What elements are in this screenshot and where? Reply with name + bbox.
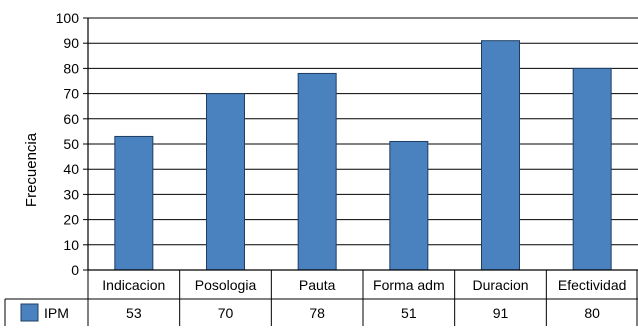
table-value-posologia: 70 (218, 305, 234, 321)
bar-posologia (206, 93, 245, 271)
category-label-forma-adm: Forma adm (373, 277, 445, 293)
legend-swatch (20, 303, 39, 322)
y-tick-label-30: 30 (63, 186, 79, 202)
y-tick-label-50: 50 (63, 136, 79, 152)
table-value-forma-adm: 51 (401, 305, 417, 321)
category-label-indicacion: Indicacion (102, 277, 165, 293)
y-tick-label-60: 60 (63, 111, 79, 127)
legend-label: IPM (44, 305, 69, 321)
y-tick-label-10: 10 (63, 237, 79, 253)
y-tick-labels: 0 10 20 30 40 50 60 70 80 90 100 (56, 10, 80, 278)
data-table: Indicacion Posologia Pauta Forma adm Duracio… (4, 269, 638, 326)
category-label-posologia: Posologia (195, 277, 257, 293)
bars (114, 40, 612, 271)
category-label-pauta: Pauta (299, 277, 336, 293)
y-tick-label-40: 40 (63, 161, 79, 177)
table-value-pauta: 78 (309, 305, 325, 321)
y-tick-label-80: 80 (63, 60, 79, 76)
bar-pauta (297, 72, 337, 271)
category-label-duracion: Duracion (472, 277, 528, 293)
category-label-efectividad: Efectividad (558, 277, 626, 293)
y-tick-label-70: 70 (63, 86, 79, 102)
bar-efectividad (572, 67, 612, 271)
y-tick-label-100: 100 (56, 10, 80, 26)
table-value-indicacion: 53 (126, 305, 142, 321)
y-axis-label: Frecuencia (23, 132, 40, 207)
bar-indicacion (114, 135, 154, 271)
y-tick-label-20: 20 (63, 212, 79, 228)
y-tick-label-0: 0 (71, 262, 79, 278)
bar-duracion (481, 40, 520, 271)
axes (83, 17, 89, 271)
bar-forma-adm (389, 140, 429, 271)
y-tick-label-90: 90 (63, 35, 79, 51)
gridlines (88, 17, 638, 246)
table-value-efectividad: 80 (584, 305, 600, 321)
table-value-duracion: 91 (493, 305, 509, 321)
